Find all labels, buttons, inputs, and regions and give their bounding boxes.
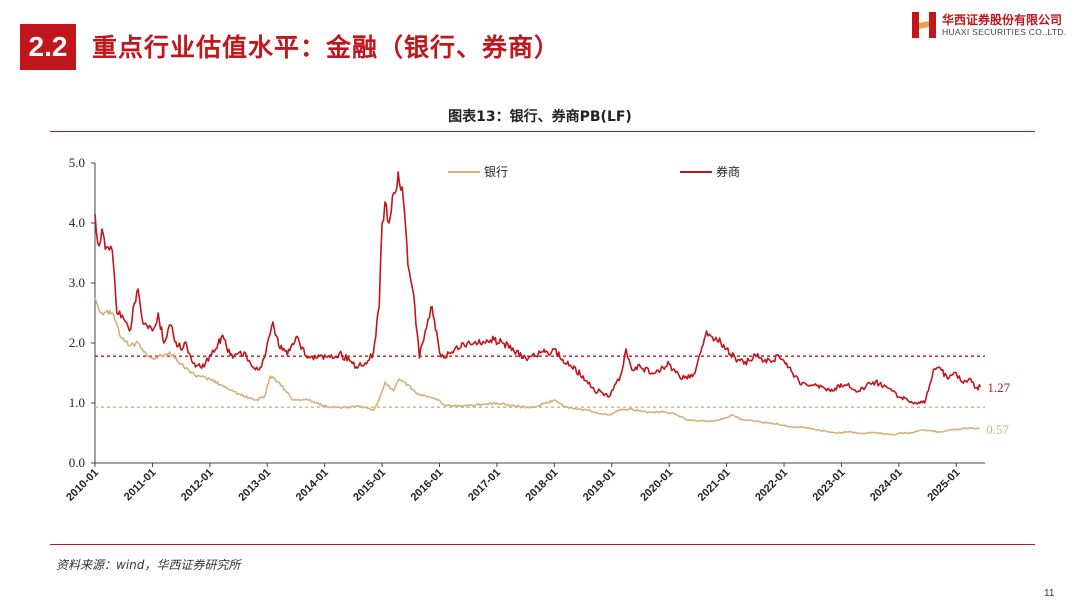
x-tick-label: 2019-01 (581, 467, 618, 504)
end-value-label-银行: 0.57 (986, 422, 1009, 437)
logo-mark-icon (912, 12, 936, 38)
company-logo: 华西证券股份有限公司 HUAXI SECURITIES CO.,LTD. (912, 10, 1072, 40)
y-tick-label: 5.0 (69, 155, 85, 170)
end-value-label-券商: 1.27 (987, 380, 1010, 395)
x-tick-label: 2012-01 (179, 467, 216, 504)
source-divider (50, 544, 1035, 545)
series-line-券商 (94, 171, 982, 405)
x-tick-label: 2020-01 (638, 467, 675, 504)
x-tick-label: 2017-01 (466, 467, 503, 504)
chart-title: 图表13：银行、券商PB(LF) (448, 109, 632, 125)
x-tick-label: 2011-01 (122, 467, 159, 504)
x-tick-label: 2025-01 (925, 467, 962, 504)
logo-company-name-en: HUAXI SECURITIES CO.,LTD. (942, 27, 1067, 37)
y-tick-label: 3.0 (69, 275, 85, 290)
x-tick-label: 2016-01 (409, 467, 446, 504)
page-number: 11 (1044, 588, 1055, 599)
legend-label-券商: 券商 (716, 164, 740, 179)
legend-label-银行: 银行 (484, 165, 508, 179)
x-tick-label: 2021-01 (696, 467, 733, 504)
y-tick-label: 1.0 (69, 395, 85, 410)
y-tick-label: 0.0 (69, 455, 85, 470)
logo-company-name-cn: 华西证券股份有限公司 (942, 13, 1063, 27)
x-tick-label: 2014-01 (294, 467, 331, 504)
x-tick-label: 2024-01 (868, 467, 905, 504)
x-tick-label: 2015-01 (351, 467, 388, 504)
pb-line-chart: 0.0 1.0 2.0 3.0 4.0 5.0 2010-01 2011-01 2012-01 2… (64, 155, 1011, 504)
x-tick-label: 2022-01 (753, 467, 790, 504)
section-title: 重点行业估值水平：金融（银行、券商） (92, 33, 561, 62)
series-line-银行 (94, 297, 980, 436)
x-tick-label: 2023-01 (811, 467, 848, 504)
x-tick-label: 2013-01 (236, 467, 273, 504)
source-note: 资料来源：wind，华西证券研究所 (56, 558, 241, 572)
title-divider (50, 131, 1035, 132)
x-tick-label: 2010-01 (64, 467, 101, 504)
y-tick-label: 2.0 (69, 335, 85, 350)
x-tick-label: 2018-01 (523, 467, 560, 504)
section-number-badge: 2.2 (20, 24, 76, 70)
y-tick-label: 4.0 (69, 215, 85, 230)
